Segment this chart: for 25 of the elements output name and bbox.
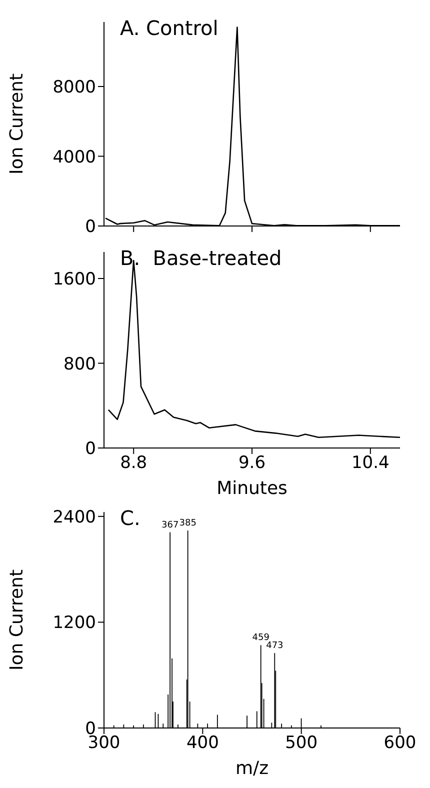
- y-tick-label: 800: [64, 354, 96, 374]
- y-tick-label: 1600: [52, 270, 96, 290]
- x-tick-label: 8.8: [120, 453, 148, 474]
- x-axis-title: Minutes: [216, 478, 288, 499]
- y-axis-title: Ion Current: [6, 73, 28, 175]
- chart-title: A. Control: [120, 16, 218, 40]
- x-tick-label: 600: [384, 733, 416, 754]
- x-tick-label: 400: [186, 733, 219, 754]
- y-tick-label: 0: [85, 217, 96, 238]
- annotation: 385: [179, 518, 196, 529]
- x-tick-label: 500: [285, 733, 318, 754]
- x-tick-label: 10.4: [351, 453, 390, 474]
- annotation: 367: [162, 520, 179, 530]
- y-tick-label: 2400: [52, 507, 96, 528]
- y-tick-label: 8000: [52, 78, 96, 98]
- annotation: 459: [252, 633, 270, 644]
- y-tick-label: 4000: [52, 147, 96, 168]
- chart-title: C.: [120, 506, 140, 530]
- y-tick-label: 0: [85, 439, 96, 460]
- x-axis-title: m/z: [235, 758, 269, 779]
- y-tick-label: 1200: [52, 613, 96, 634]
- chart-title: B. Base-treated: [120, 246, 282, 270]
- annotation: 473: [266, 641, 284, 652]
- x-tick-label: 9.6: [238, 453, 266, 474]
- y-axis-title: Ion Current: [6, 569, 28, 671]
